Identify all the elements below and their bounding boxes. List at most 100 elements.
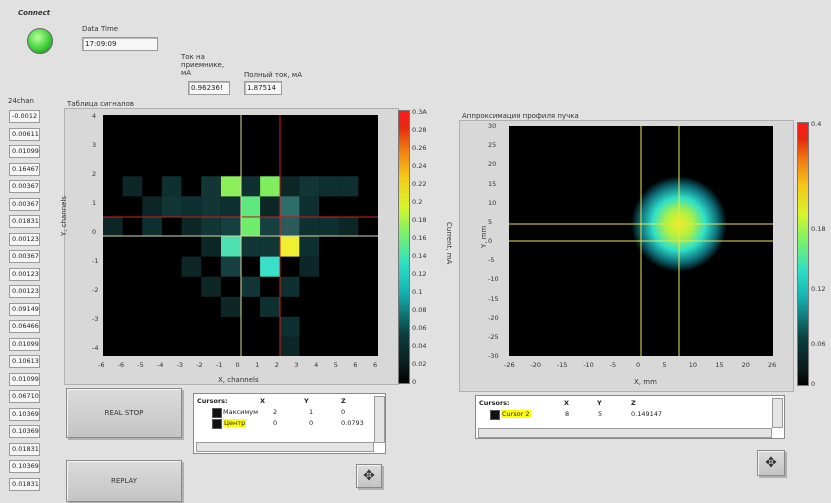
channel-value[interactable]: 0.00123 <box>9 267 40 281</box>
left-cursor-header-z: Z <box>341 397 346 405</box>
heatmap-cell <box>142 216 162 237</box>
right-y-tick: 0 <box>488 237 493 245</box>
heatmap-cell <box>240 276 261 297</box>
right-colorbar-tick: 0.06 <box>811 340 826 348</box>
heatmap-cell <box>220 176 241 197</box>
left-y-tick: 3 <box>92 141 97 150</box>
channel-value[interactable]: 0.01099 <box>9 145 40 158</box>
right-y-tick: 15 <box>488 179 497 188</box>
left-cursor-row-name[interactable]: Максимум <box>223 408 258 416</box>
left-cursor-header-y: Y <box>304 397 309 405</box>
heatmap-cell <box>240 216 261 237</box>
real-stop-button[interactable]: REAL STOP <box>66 388 182 438</box>
left-heatmap-plot[interactable] <box>103 115 378 356</box>
heatmap-cell <box>319 216 339 237</box>
left-cursor-row-x[interactable]: 0 <box>273 419 278 427</box>
right-cursor-hscrollbar[interactable] <box>478 428 772 438</box>
channel-value[interactable]: 0.10369 <box>9 425 40 438</box>
channel-value[interactable]: 0.01831 <box>9 215 40 228</box>
right-cursor-row-z[interactable]: 0.149147 <box>631 410 663 418</box>
heatmap-cell <box>338 176 359 197</box>
heatmap-cell <box>220 236 241 257</box>
right-beam-plot[interactable] <box>509 126 773 356</box>
heatmap-cell <box>220 196 241 217</box>
replay-button[interactable]: REPLAY <box>66 460 182 502</box>
right-y-tick: -5 <box>488 256 495 265</box>
right-cursor-row-name[interactable]: Cursor 2 <box>501 410 531 418</box>
left-cursor-row-name[interactable]: Центр <box>223 419 247 427</box>
left-cursor-row-y[interactable]: 0 <box>309 419 314 427</box>
heatmap-cell <box>161 176 182 197</box>
left-x-tick: 3 <box>294 361 299 369</box>
channels-label: 24chan <box>8 97 34 105</box>
left-x-tick: -6 <box>98 361 105 369</box>
left-cursor-row-x[interactable]: 2 <box>273 408 278 416</box>
connect-led[interactable] <box>27 28 53 54</box>
heatmap-cell <box>279 316 300 337</box>
left-cursor-table[interactable]: Cursors: X Y Z Максимум 2 1 0 Центр 0 0 … <box>193 393 386 454</box>
right-cursor-vscrollbar[interactable] <box>772 398 783 428</box>
heatmap-cell <box>181 216 202 237</box>
left-cursor-move-icon[interactable]: ✥ <box>356 464 382 488</box>
channel-value[interactable]: 0.06466 <box>9 320 40 333</box>
channel-value[interactable]: 0.10613 <box>9 355 40 368</box>
left-colorbar-tick: 0.04 <box>412 342 427 350</box>
channel-value[interactable]: 0.00367 <box>9 180 40 193</box>
channel-value[interactable]: 0.09149 <box>9 302 40 316</box>
channel-value[interactable]: 0.01831 <box>9 442 40 456</box>
right-cursor-row-y[interactable]: 5 <box>598 410 603 418</box>
channel-value[interactable]: 0.01099 <box>9 337 40 351</box>
heatmap-cell <box>181 196 202 217</box>
channel-value[interactable]: 0.01831 <box>9 477 40 491</box>
channel-value[interactable]: 0.00367 <box>9 197 40 211</box>
channel-value[interactable]: 0.01099 <box>9 372 40 386</box>
channel-value[interactable]: -0.0012 <box>9 110 40 123</box>
left-y-tick: -4 <box>92 344 99 353</box>
heatmap-cell <box>260 256 280 277</box>
left-x-tick: 4 <box>314 361 319 369</box>
right-y-tick: 20 <box>488 160 497 169</box>
channel-value[interactable]: 0.00123 <box>9 232 40 246</box>
heatmap-cell <box>240 196 261 217</box>
right-y-tick: -15 <box>488 294 499 303</box>
left-cursor-row-y[interactable]: 1 <box>309 408 314 416</box>
left-y-tick: -2 <box>92 286 99 295</box>
left-cursor-hscrollbar[interactable] <box>196 442 374 452</box>
right-y-tick: 5 <box>488 217 493 226</box>
channel-value[interactable]: 0.00367 <box>9 250 40 263</box>
channel-value[interactable]: 0.10369 <box>9 460 40 473</box>
tok-target-value: 0.96236! <box>188 81 230 95</box>
right-cursor-table[interactable]: Cursors: X Y Z Cursor 2 8 5 0.149147 <box>475 395 785 439</box>
right-cursor-row-x[interactable]: 8 <box>565 410 570 418</box>
left-cursor-row-z[interactable]: 0 <box>341 408 346 416</box>
right-x-tick: 5 <box>662 361 667 369</box>
right-x-tick: 0 <box>636 361 641 369</box>
left-colorbar-tick: 0.02 <box>412 360 427 368</box>
left-x-tick: 5 <box>333 361 338 369</box>
left-x-tick: -5 <box>137 361 144 369</box>
heatmap-cell <box>299 196 319 217</box>
heatmap-cell <box>260 296 280 317</box>
left-cursor-vscrollbar[interactable] <box>374 396 385 443</box>
right-colorbar-tick: 0.4 <box>811 120 822 128</box>
connect-label: Connect <box>18 9 51 17</box>
channel-value[interactable]: 0.16467 <box>9 162 40 176</box>
heatmap-cell <box>201 216 221 237</box>
left-y-tick: -1 <box>92 257 99 266</box>
heatmap-cell <box>299 256 319 277</box>
channel-value[interactable]: 0.06710 <box>9 390 40 403</box>
channel-value[interactable]: 0.00123 <box>9 285 40 298</box>
left-x-tick: 6 <box>373 361 378 369</box>
left-colorbar-tick: 0.2 <box>412 198 423 206</box>
right-plot-title: Аппроксимация профиля пучка <box>462 112 579 120</box>
left-colorbar-tick: 0.18 <box>412 216 427 224</box>
heatmap-cell <box>220 296 241 317</box>
channel-value[interactable]: 0.10369 <box>9 407 40 421</box>
right-cursor-move-icon[interactable]: ✥ <box>757 450 785 476</box>
left-cursor-row-z[interactable]: 0.0793 <box>341 419 364 427</box>
channel-value[interactable]: 0.006118 <box>9 127 40 141</box>
heatmap-cell <box>260 196 280 217</box>
heatmap-cell <box>240 236 261 257</box>
left-colorbar-tick: 0.1 <box>412 288 423 296</box>
left-plot-title: Таблица сигналов <box>67 100 135 108</box>
